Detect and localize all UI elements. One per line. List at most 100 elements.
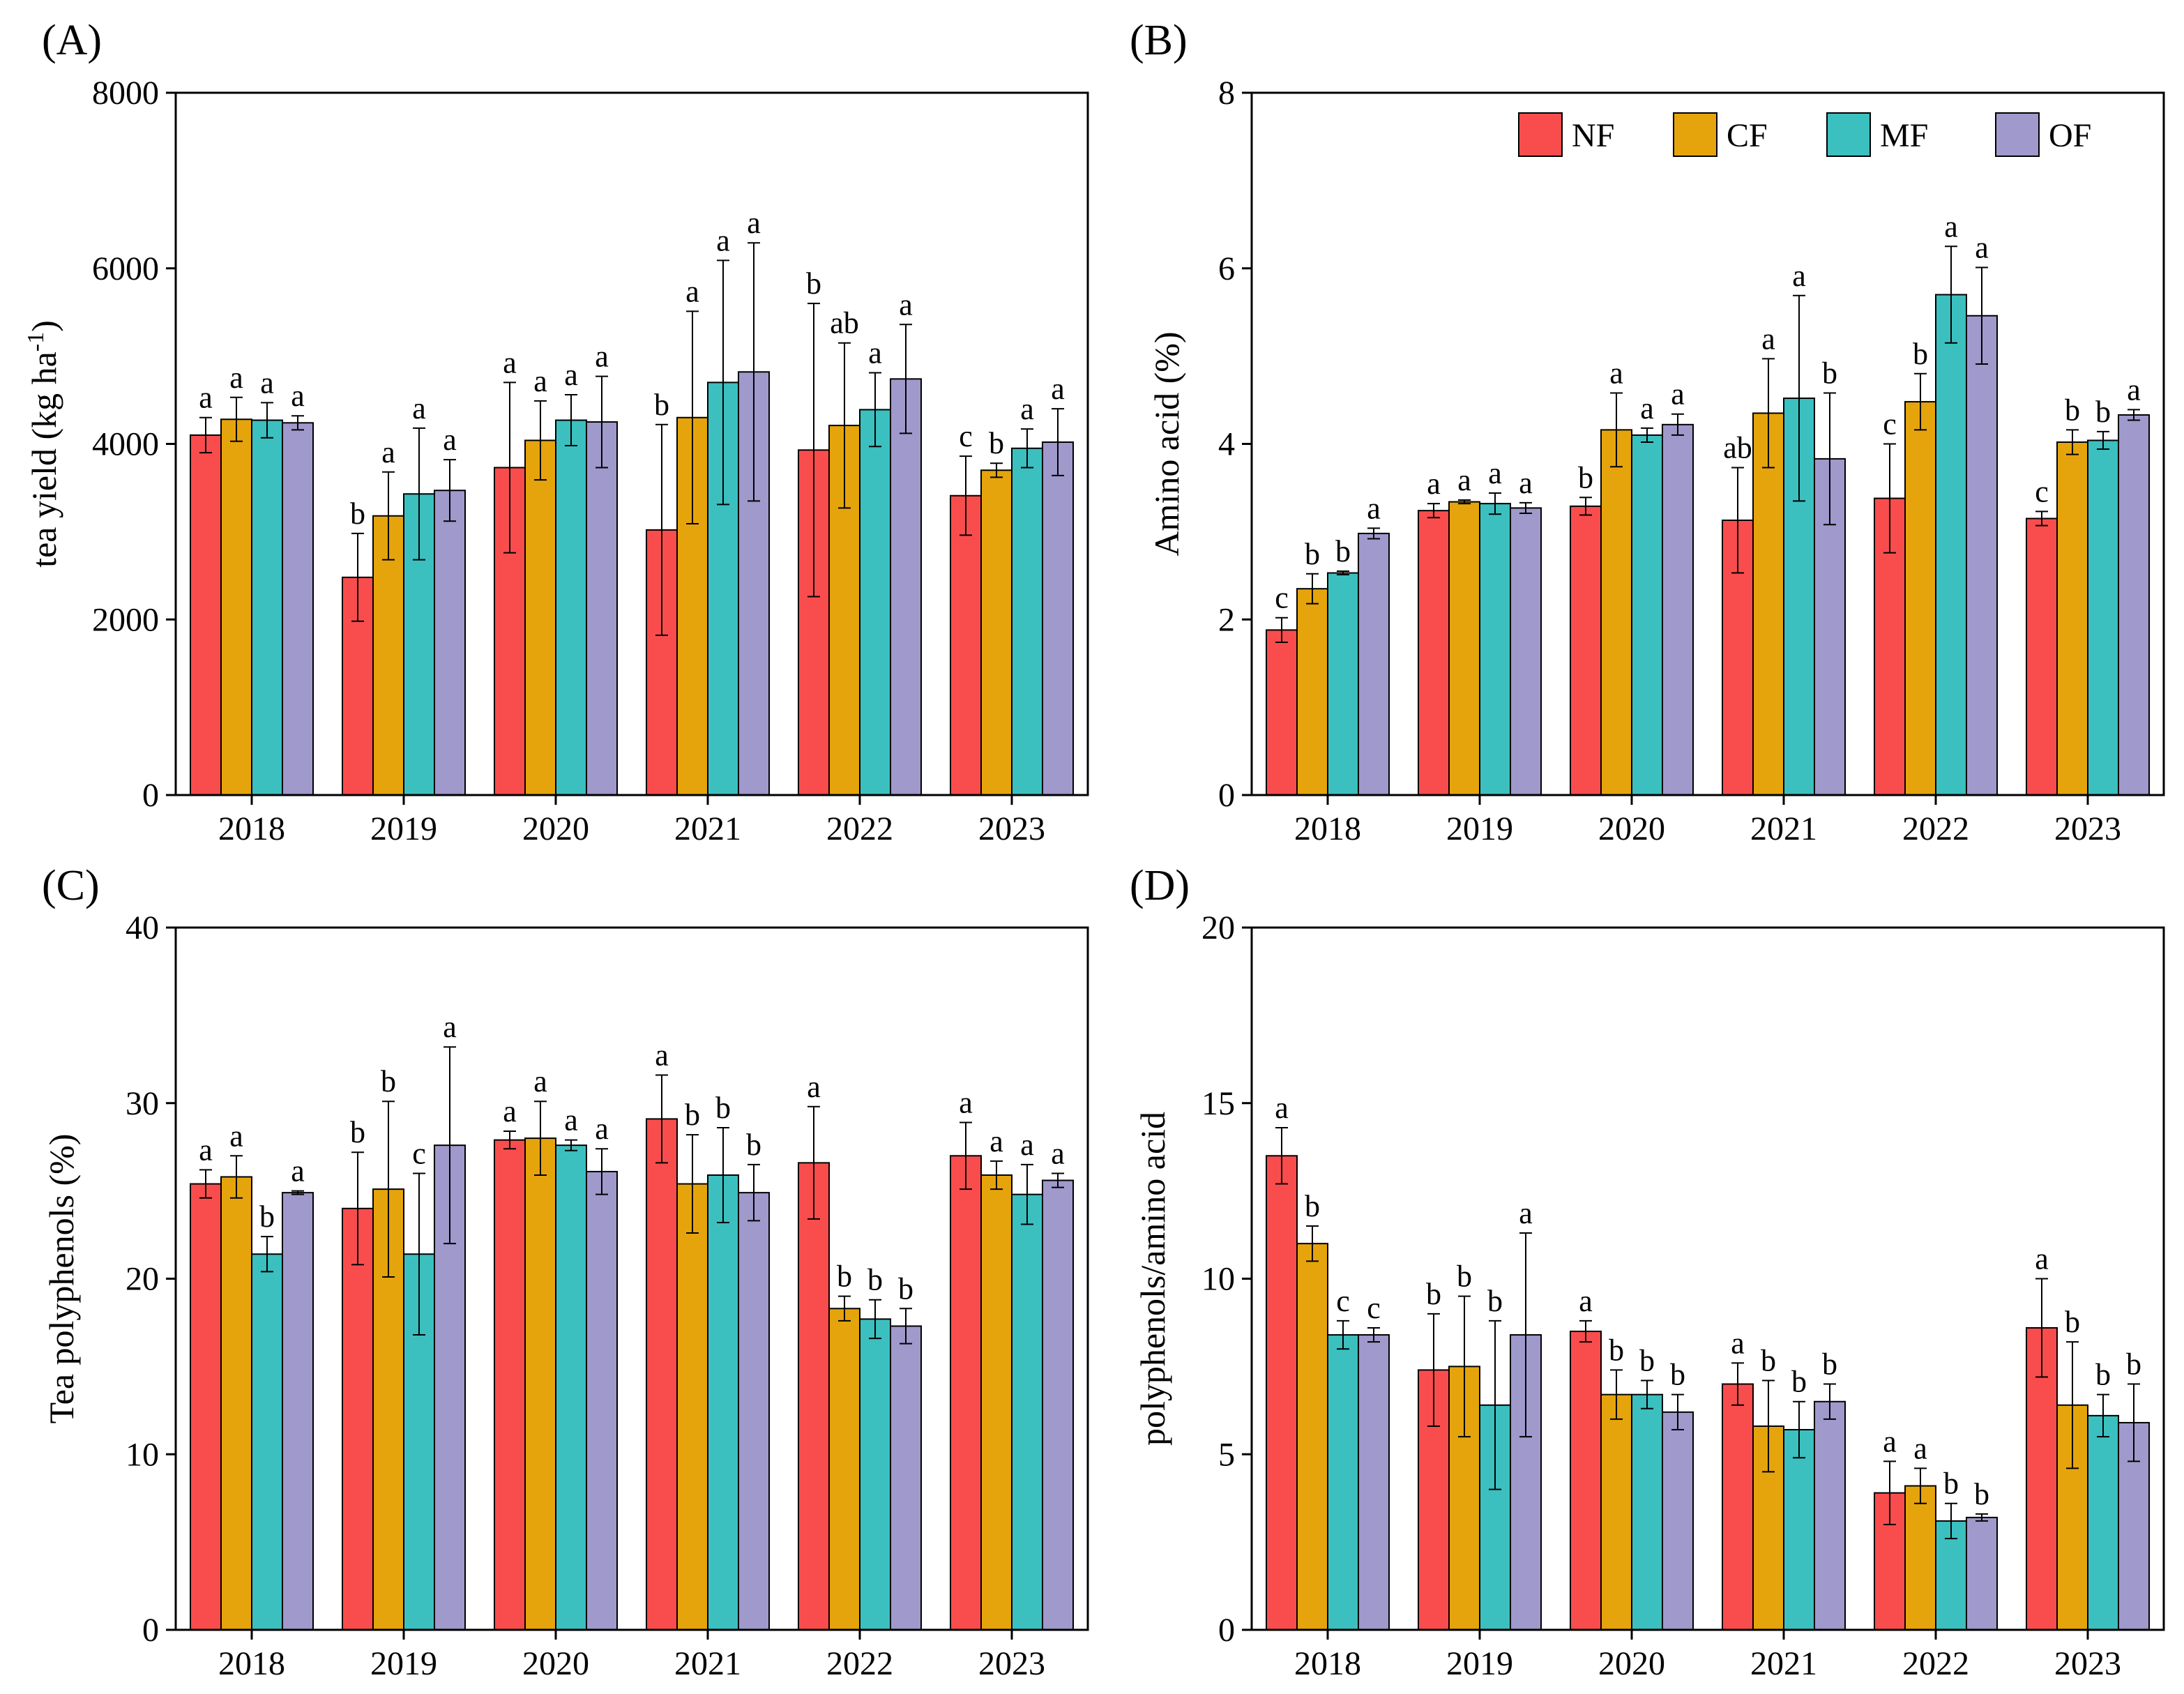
bar-of: [434, 490, 466, 796]
bar-nf: [1570, 1331, 1602, 1631]
significance-label: a: [959, 1085, 973, 1119]
legend-label-nf: NF: [1572, 117, 1614, 154]
significance-label: b: [1822, 356, 1837, 390]
significance-label: c: [1367, 1291, 1381, 1325]
bar-of: [586, 1170, 618, 1631]
legend-label-cf: CF: [1727, 117, 1768, 154]
bar-cf: [980, 469, 1013, 796]
significance-label: a: [1519, 1196, 1533, 1230]
significance-label: a: [443, 423, 457, 457]
bar-nf: [342, 1207, 374, 1631]
bar-of: [586, 421, 618, 796]
significance-label: b: [1305, 537, 1320, 571]
y-tick-label: 30: [126, 1085, 159, 1122]
significance-label: b: [1791, 1365, 1807, 1399]
x-tick-label: 2020: [522, 1645, 589, 1682]
significance-label: b: [1457, 1260, 1472, 1294]
y-tick-label: 10: [126, 1436, 159, 1473]
y-axis-title: polyphenols/amino acid: [1133, 1112, 1172, 1446]
significance-label: c: [959, 419, 973, 453]
bar-cf: [1600, 429, 1632, 796]
significance-label: b: [381, 1064, 396, 1098]
y-axis-title-text: polyphenols/amino acid: [1133, 1112, 1172, 1446]
significance-label: a: [685, 274, 699, 308]
legend-swatch-cf: [1673, 112, 1717, 157]
significance-label: a: [1792, 259, 1806, 293]
bar-of: [2118, 414, 2150, 796]
bar-nf: [1266, 629, 1298, 796]
significance-label: a: [807, 1070, 821, 1104]
bar-nf: [190, 434, 222, 796]
bar-mf: [555, 1144, 587, 1631]
bar-mf: [859, 1318, 891, 1631]
bar-nf: [494, 1139, 526, 1631]
bar-nf: [950, 494, 982, 796]
bar-cf: [524, 439, 556, 796]
significance-label: ab: [1723, 430, 1752, 464]
bar-nf: [2026, 517, 2058, 796]
panel-label: (A): [42, 17, 102, 64]
x-tick-label: 2021: [1750, 810, 1817, 847]
significance-label: a: [1519, 466, 1533, 500]
significance-label: a: [1579, 1284, 1593, 1318]
significance-label: a: [564, 1103, 578, 1137]
bar-mf: [1783, 1429, 1815, 1631]
x-tick-label: 2018: [218, 810, 285, 847]
legend-swatch-mf: [1826, 112, 1871, 157]
significance-label: a: [1609, 356, 1623, 390]
bar-of: [1510, 507, 1542, 796]
bar-of: [282, 422, 314, 796]
significance-label: b: [2065, 393, 2080, 427]
x-tick-label: 2018: [1294, 1645, 1361, 1682]
significance-label: a: [1761, 322, 1775, 356]
significance-label: a: [899, 287, 913, 322]
bar-nf: [190, 1183, 222, 1631]
bar-cf: [220, 418, 252, 796]
panel-label: (D): [1130, 862, 1190, 909]
x-tick-label: 2021: [674, 1645, 741, 1682]
significance-label: a: [412, 391, 426, 425]
y-tick-label: 4000: [92, 426, 159, 463]
significance-label: b: [898, 1271, 913, 1306]
bar-nf: [1418, 510, 1450, 796]
y-tick-label: 6: [1218, 250, 1235, 287]
significance-label: a: [1020, 1128, 1034, 1162]
y-axis-title-text: Tea polyphenols (%): [42, 1134, 81, 1424]
significance-label: a: [564, 358, 578, 392]
x-tick-label: 2018: [1294, 810, 1361, 847]
y-tick-label: 15: [1201, 1085, 1235, 1122]
significance-label: b: [1305, 1189, 1320, 1223]
significance-label: a: [1457, 463, 1471, 497]
significance-label: a: [229, 361, 243, 395]
panel-label: (B): [1130, 17, 1188, 64]
significance-label: a: [291, 1154, 305, 1188]
significance-label: a: [1975, 230, 1989, 264]
significance-label: a: [1883, 1424, 1897, 1458]
x-tick-label: 2019: [1446, 810, 1513, 847]
significance-label: b: [1670, 1358, 1685, 1392]
significance-label: a: [655, 1038, 669, 1072]
bar-cf: [676, 1183, 708, 1631]
significance-label: b: [1426, 1277, 1441, 1311]
y-axis-title-text: Amino acid (%): [1147, 331, 1186, 556]
significance-label: a: [533, 364, 547, 398]
significance-label: a: [1051, 1136, 1065, 1170]
significance-label: a: [1913, 1431, 1927, 1465]
y-tick-label: 2: [1218, 601, 1235, 638]
significance-label: a: [503, 345, 517, 379]
significance-label: a: [1367, 491, 1381, 525]
y-tick-label: 20: [126, 1261, 159, 1298]
significance-label: b: [715, 1091, 731, 1125]
x-tick-label: 2023: [978, 1645, 1045, 1682]
bar-of: [1662, 423, 1694, 796]
y-axis-title-superscript: -1: [23, 332, 49, 351]
bar-mf: [1479, 503, 1511, 796]
x-tick-label: 2019: [370, 1645, 437, 1682]
legend-swatch-nf: [1518, 112, 1563, 157]
bar-of: [1966, 1516, 1998, 1631]
significance-label: b: [2126, 1347, 2141, 1382]
bar-mf: [1327, 572, 1359, 796]
significance-label: b: [654, 388, 669, 422]
bar-mf: [1631, 434, 1663, 796]
bar-of: [1358, 1334, 1390, 1631]
